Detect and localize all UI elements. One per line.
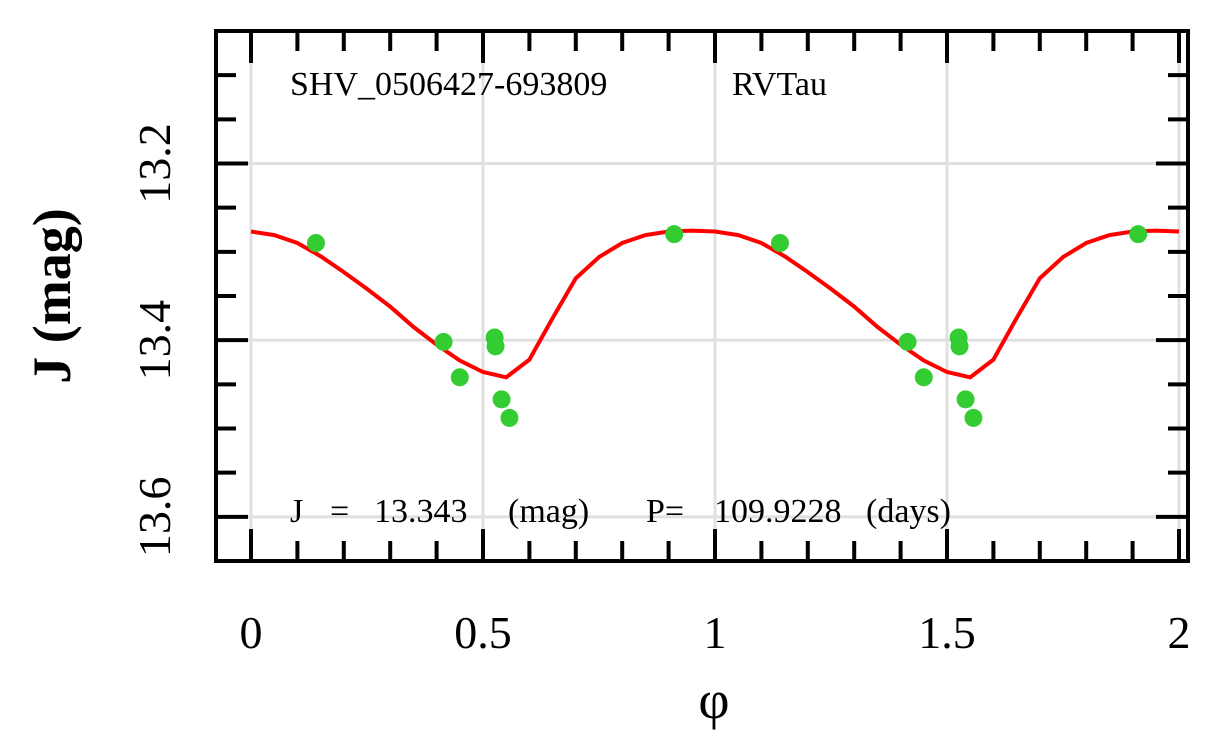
variable-type: RVTau (732, 66, 827, 103)
y-tick-label-2: 13.6 (129, 477, 180, 558)
annotation-j-label: J (290, 493, 303, 530)
data-point-2 (450, 368, 469, 387)
data-point-13 (956, 390, 975, 409)
y-tick-label-1: 13.4 (129, 300, 180, 381)
ticks-layer (216, 31, 1188, 561)
star-name: SHV_0506427-693809 (290, 66, 607, 103)
data-point-15 (1129, 225, 1148, 244)
data-point-14 (964, 408, 983, 427)
data-point-7 (665, 225, 684, 244)
x-tick-label-3: 1.5 (918, 607, 976, 658)
data-point-6 (500, 408, 519, 427)
fit-curve (250, 228, 1180, 380)
data-point-10 (914, 368, 933, 387)
annotation-j-unit: (mag) (508, 493, 589, 530)
x-tick-label-2: 1 (704, 607, 727, 658)
x-tick-label-0: 0 (240, 607, 263, 658)
data-point-9 (898, 332, 917, 351)
x-tick-label-1: 0.5 (454, 607, 512, 658)
annotation-p-label: P= (646, 493, 684, 530)
annotation-p-value: 109.9228 (714, 493, 842, 530)
plot-frame (214, 29, 1190, 563)
data-point-1 (434, 332, 453, 351)
x-axis-label: φ (698, 670, 729, 730)
labels-layer: SHV_0506427-693809 RVTau J = 13.343 (mag… (22, 66, 1191, 730)
data-point-4 (486, 337, 505, 356)
points-layer (306, 225, 1148, 427)
annotation-p-unit: (days) (866, 493, 951, 530)
grid-layer (216, 31, 1188, 561)
curve-layer (250, 228, 1180, 380)
data-point-8 (770, 234, 789, 252)
data-point-12 (950, 337, 969, 356)
annotation-equals: = (330, 493, 349, 530)
data-point-0 (306, 234, 325, 252)
y-axis-label: J (mag) (22, 208, 82, 383)
y-tick-label-0: 13.2 (129, 123, 180, 204)
annotation-j-value: 13.343 (374, 493, 468, 530)
data-point-5 (492, 390, 511, 409)
x-tick-label-4: 2 (1168, 607, 1191, 658)
